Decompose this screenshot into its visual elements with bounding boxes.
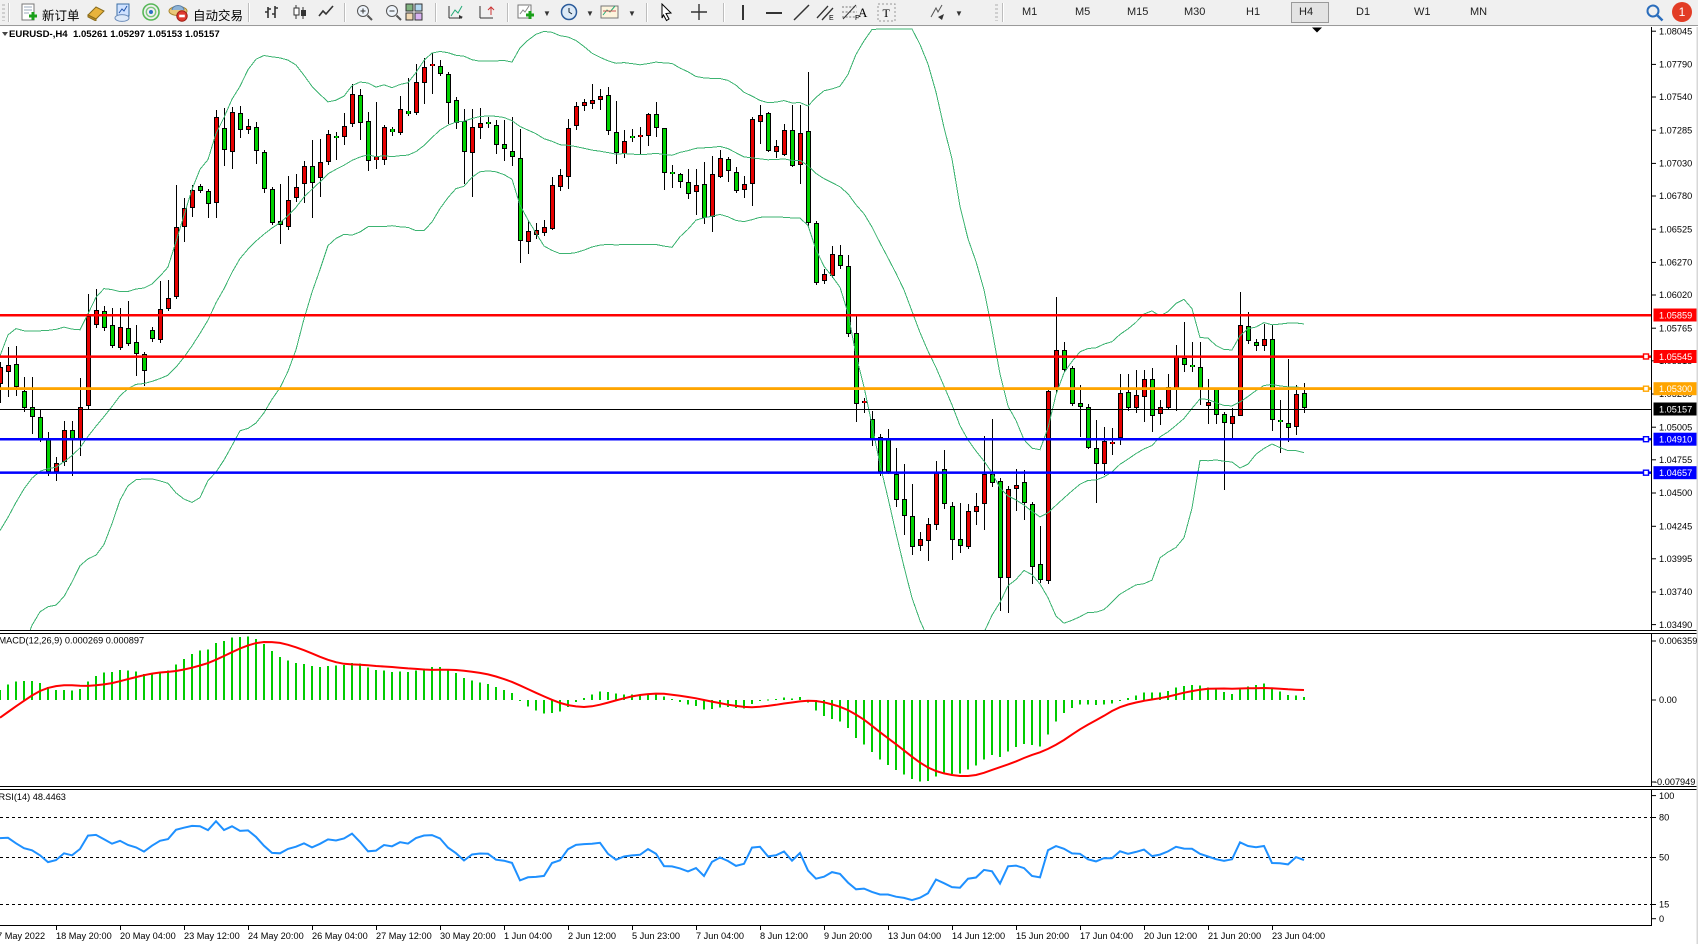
svg-text:24 May 20:00: 24 May 20:00 xyxy=(248,931,304,941)
svg-text:17 May 2022: 17 May 2022 xyxy=(0,931,45,941)
svg-text:EURUSD-,H4 1.05261 1.05297 1.: EURUSD-,H4 1.05261 1.05297 1.05153 1.051… xyxy=(9,29,220,40)
svg-text:0: 0 xyxy=(1659,914,1664,924)
svg-text:1.05005: 1.05005 xyxy=(1659,422,1692,432)
svg-text:1.04755: 1.04755 xyxy=(1659,455,1692,465)
svg-text:1.03490: 1.03490 xyxy=(1659,620,1692,630)
svg-text:E: E xyxy=(829,15,834,21)
svg-text:21 Jun 20:00: 21 Jun 20:00 xyxy=(1208,931,1261,941)
svg-text:1.07540: 1.07540 xyxy=(1659,92,1692,102)
svg-text:1.05157: 1.05157 xyxy=(1659,405,1692,415)
svg-text:1.05300: 1.05300 xyxy=(1659,384,1692,394)
svg-text:1.08045: 1.08045 xyxy=(1659,26,1692,36)
svg-text:9 Jun 20:00: 9 Jun 20:00 xyxy=(824,931,872,941)
svg-text:1.05765: 1.05765 xyxy=(1659,323,1692,333)
svg-text:T: T xyxy=(883,6,891,20)
svg-text:1.06525: 1.06525 xyxy=(1659,224,1692,234)
svg-text:2 Jun 12:00: 2 Jun 12:00 xyxy=(568,931,616,941)
svg-text:1.06780: 1.06780 xyxy=(1659,191,1692,201)
svg-text:MACD(12,26,9) 0.000269 0.00089: MACD(12,26,9) 0.000269 0.000897 xyxy=(0,636,144,646)
svg-text:18 May 20:00: 18 May 20:00 xyxy=(56,931,112,941)
svg-text:1.03740: 1.03740 xyxy=(1659,587,1692,597)
svg-text:13 Jun 04:00: 13 Jun 04:00 xyxy=(888,931,941,941)
svg-text:27 May 12:00: 27 May 12:00 xyxy=(376,931,432,941)
svg-text:-0.007949: -0.007949 xyxy=(1654,777,1695,787)
svg-text:50: 50 xyxy=(1659,853,1669,863)
svg-text:20 May 04:00: 20 May 04:00 xyxy=(120,931,176,941)
svg-text:80: 80 xyxy=(1659,813,1669,823)
svg-text:1.04657: 1.04657 xyxy=(1659,468,1692,478)
svg-text:5 Jun 23:00: 5 Jun 23:00 xyxy=(632,931,680,941)
svg-text:0.00: 0.00 xyxy=(1659,695,1677,705)
svg-text:15: 15 xyxy=(1659,900,1669,910)
svg-text:15 Jun 20:00: 15 Jun 20:00 xyxy=(1016,931,1069,941)
svg-text:1.03995: 1.03995 xyxy=(1659,554,1692,564)
svg-text:26 May 04:00: 26 May 04:00 xyxy=(312,931,368,941)
svg-text:7 Jun 04:00: 7 Jun 04:00 xyxy=(696,931,744,941)
svg-text:23 Jun 04:00: 23 Jun 04:00 xyxy=(1272,931,1325,941)
svg-text:1.07790: 1.07790 xyxy=(1659,60,1692,70)
svg-text:1.04500: 1.04500 xyxy=(1659,488,1692,498)
svg-text:RSI(14) 48.4463: RSI(14) 48.4463 xyxy=(0,792,66,802)
svg-text:1 Jun 04:00: 1 Jun 04:00 xyxy=(504,931,552,941)
svg-text:1.07285: 1.07285 xyxy=(1659,125,1692,135)
svg-text:14 Jun 12:00: 14 Jun 12:00 xyxy=(952,931,1005,941)
svg-text:1.06270: 1.06270 xyxy=(1659,258,1692,268)
svg-text:1.05859: 1.05859 xyxy=(1659,311,1692,321)
svg-text:1.07030: 1.07030 xyxy=(1659,159,1692,169)
svg-text:1.05545: 1.05545 xyxy=(1659,352,1692,362)
svg-text:100: 100 xyxy=(1659,791,1674,801)
svg-text:17 Jun 04:00: 17 Jun 04:00 xyxy=(1080,931,1133,941)
svg-text:23 May 12:00: 23 May 12:00 xyxy=(184,931,240,941)
svg-text:0.006359: 0.006359 xyxy=(1659,636,1697,646)
svg-text:20 Jun 12:00: 20 Jun 12:00 xyxy=(1144,931,1197,941)
svg-text:8 Jun 12:00: 8 Jun 12:00 xyxy=(760,931,808,941)
svg-text:30 May 20:00: 30 May 20:00 xyxy=(440,931,496,941)
svg-text:1.04910: 1.04910 xyxy=(1659,435,1692,445)
svg-text:1.04245: 1.04245 xyxy=(1659,522,1692,532)
svg-text:1.06020: 1.06020 xyxy=(1659,290,1692,300)
